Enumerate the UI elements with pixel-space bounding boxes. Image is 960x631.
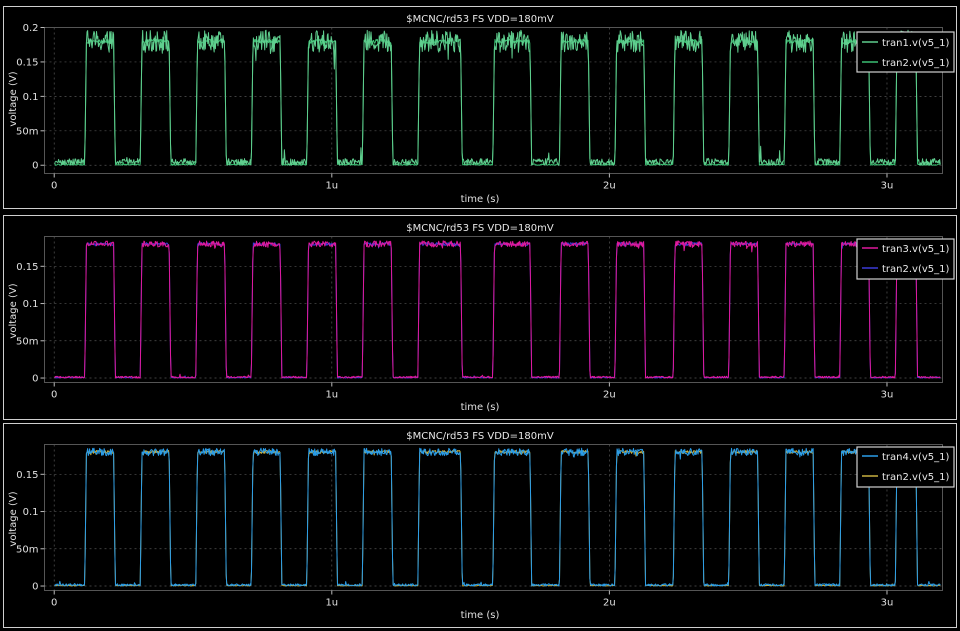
x-tick-label: 3u bbox=[881, 598, 894, 609]
legend-entry-1: tran4.v(v5_1) bbox=[882, 452, 950, 463]
x-axis-label: time (s) bbox=[461, 194, 500, 205]
waveform-chart-1: $MCNC/rd53 FS VDD=180mV 0 50m 0.1 0.15 0.2 0 1… bbox=[3, 6, 957, 209]
x-tick-label: 2u bbox=[603, 181, 616, 192]
series-line-1 bbox=[54, 447, 941, 587]
x-tick-label: 1u bbox=[325, 598, 338, 609]
legend[interactable]: tran3.v(v5_1) tran2.v(v5_1) bbox=[856, 238, 955, 280]
legend-box bbox=[856, 238, 955, 280]
traces bbox=[54, 29, 941, 166]
legend[interactable]: tran4.v(v5_1) tran2.v(v5_1) bbox=[856, 446, 955, 488]
waveform-panel-2: $MCNC/rd53 FS VDD=180mV 0 50m 0.1 0.15 0 1u 2u… bbox=[0, 215, 960, 421]
legend-entry-1: tran3.v(v5_1) bbox=[882, 244, 950, 255]
traces bbox=[54, 240, 941, 379]
traces bbox=[54, 447, 941, 587]
x-tick-label: 2u bbox=[603, 390, 616, 401]
y-tick-label: 0.15 bbox=[16, 470, 38, 481]
x-tick-label: 2u bbox=[603, 598, 616, 609]
grid bbox=[44, 236, 943, 383]
x-axis-label: time (s) bbox=[461, 610, 500, 621]
legend-entry-2: tran2.v(v5_1) bbox=[882, 472, 950, 483]
grid bbox=[44, 27, 943, 174]
y-axis-label: voltage (V) bbox=[8, 491, 19, 546]
y-tick-label: 0.15 bbox=[16, 57, 38, 68]
x-tick-label: 3u bbox=[881, 181, 894, 192]
ticks: 0 50m 0.1 0.15 0.2 0 1u 2u 3u bbox=[16, 23, 893, 192]
ticks: 0 50m 0.1 0.15 0 1u 2u 3u bbox=[16, 262, 893, 401]
y-tick-label: 0 bbox=[32, 582, 38, 593]
chart-title: $MCNC/rd53 FS VDD=180mV bbox=[406, 223, 554, 234]
waveform-panel-3: $MCNC/rd53 FS VDD=180mV 0 50m 0.1 0.15 0 1u 2u… bbox=[0, 423, 960, 629]
y-tick-label: 0 bbox=[32, 374, 38, 385]
waveform-chart-3: $MCNC/rd53 FS VDD=180mV 0 50m 0.1 0.15 0 1u 2u… bbox=[3, 423, 957, 628]
series-line-1 bbox=[54, 29, 941, 166]
x-tick-label: 0 bbox=[51, 181, 57, 192]
y-tick-label: 50m bbox=[16, 336, 38, 347]
ticks: 0 50m 0.1 0.15 0 1u 2u 3u bbox=[16, 470, 893, 609]
y-tick-label: 0 bbox=[32, 161, 38, 172]
chart-title: $MCNC/rd53 FS VDD=180mV bbox=[406, 431, 554, 442]
y-tick-label: 50m bbox=[16, 544, 38, 555]
waveform-chart-2: $MCNC/rd53 FS VDD=180mV 0 50m 0.1 0.15 0 1u 2u… bbox=[3, 215, 957, 420]
x-tick-label: 3u bbox=[881, 390, 894, 401]
y-tick-label: 0.15 bbox=[16, 262, 38, 273]
y-tick-label: 50m bbox=[16, 126, 38, 137]
series-line-1 bbox=[54, 240, 941, 379]
legend-entry-1: tran1.v(v5_1) bbox=[882, 38, 950, 49]
grid bbox=[44, 444, 943, 591]
y-tick-label: 0.1 bbox=[23, 92, 39, 103]
x-tick-label: 1u bbox=[325, 181, 338, 192]
x-axis-label: time (s) bbox=[461, 402, 500, 413]
chart-title: $MCNC/rd53 FS VDD=180mV bbox=[406, 14, 554, 25]
y-tick-label: 0.2 bbox=[23, 23, 39, 34]
legend-entry-2: tran2.v(v5_1) bbox=[882, 58, 950, 69]
legend[interactable]: tran1.v(v5_1) tran2.v(v5_1) bbox=[856, 31, 955, 73]
y-tick-label: 0.1 bbox=[23, 299, 39, 310]
x-tick-label: 0 bbox=[51, 390, 57, 401]
legend-box bbox=[856, 446, 955, 488]
legend-box bbox=[856, 31, 955, 73]
y-axis-label: voltage (V) bbox=[8, 283, 19, 338]
x-tick-label: 1u bbox=[325, 390, 338, 401]
x-tick-label: 0 bbox=[51, 598, 57, 609]
waveform-panel-1: $MCNC/rd53 FS VDD=180mV 0 50m 0.1 0.15 0.2 0 1… bbox=[0, 6, 960, 210]
y-tick-label: 0.1 bbox=[23, 507, 39, 518]
legend-entry-2: tran2.v(v5_1) bbox=[882, 264, 950, 275]
y-axis-label: voltage (V) bbox=[8, 71, 19, 126]
